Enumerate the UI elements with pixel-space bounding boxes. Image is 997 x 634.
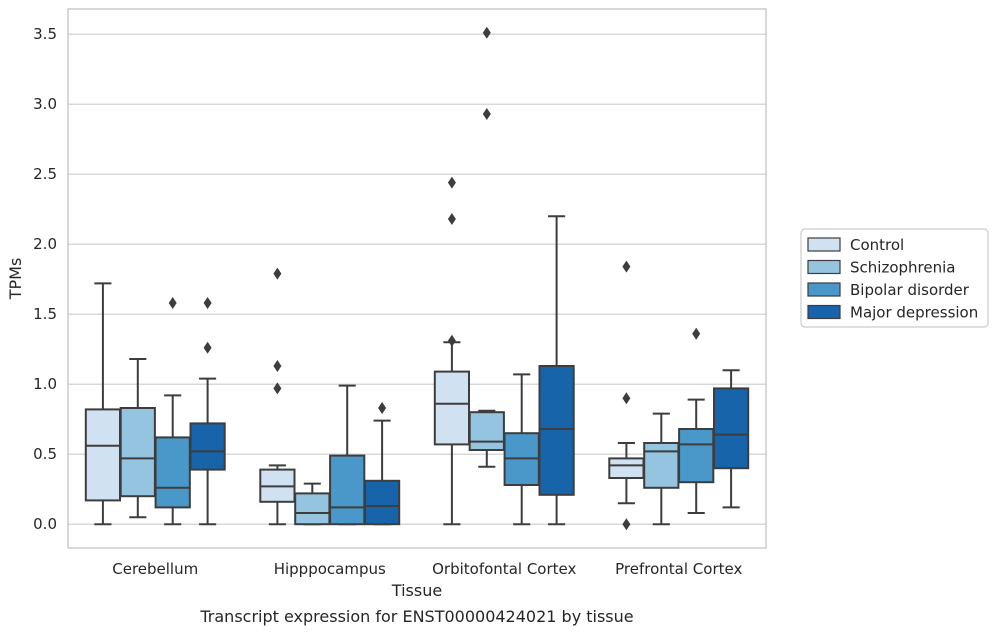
x-tick-label: Orbitofontal Cortex [432,560,576,578]
box-1-3 [363,402,401,526]
legend-swatch [807,304,841,320]
box-body [608,457,645,479]
plot-frame [67,8,767,549]
outlier-point [378,402,387,414]
box-body [468,411,505,452]
x-tick-label: Cerebellum [112,560,198,578]
box-body [119,407,156,498]
y-tick-labels: 0.0 0.5 1.0 1.5 2.0 2.5 3.0 3.5 [33,25,57,533]
outlier-point [273,382,282,395]
box-body [678,428,715,484]
box-body [712,387,750,470]
box-body [294,492,331,526]
box-2-3 [538,215,575,526]
y-tick-label: 3.5 [33,25,57,43]
box-0-2 [154,297,191,526]
box-1-1 [294,482,331,526]
chart-caption: Transcript expression for ENST0000042402… [199,607,633,626]
outlier-point [273,267,282,280]
legend-label: Major depression [850,304,978,322]
box-3-3 [712,369,750,509]
legend-swatch [807,237,841,252]
legend: Control Schizophrenia Bipolar disorder Majo… [800,228,989,328]
y-axis-label: TPMs [6,258,25,301]
x-tick-labels: Cerebellum Hipppocampus Orbitofontal Corte… [112,560,742,578]
outlier-point [622,518,631,531]
outlier-point [622,392,631,405]
box-body [154,436,191,509]
legend-label: Bipolar disorder [850,281,970,299]
box-body [329,454,366,526]
box-1-0 [259,267,296,526]
box-0-1 [119,358,156,519]
box-3-2 [678,327,715,514]
outlier-point [622,260,631,273]
legend-label: Schizophrenia [850,259,955,277]
box-2-0 [433,176,471,526]
box-2-1 [468,26,505,468]
box-groups [84,26,750,531]
box-body [538,365,575,496]
box-3-0 [608,260,645,531]
y-tick-label: 0.0 [33,515,57,533]
outlier-point [447,213,456,225]
box-0-3 [189,297,226,526]
box-body [433,370,471,446]
x-tick-label: Hipppocampus [274,560,386,578]
outlier-point [482,26,491,39]
outlier-point [203,341,212,354]
y-tick-label: 1.0 [33,375,57,393]
outlier-point [273,360,282,372]
y-tick-label: 2.0 [33,235,57,253]
y-tick-label: 3.0 [33,95,57,113]
box-2-2 [503,373,540,526]
box-1-2 [329,384,366,526]
x-tick-label: Prefrontal Cortex [615,560,742,578]
outlier-point [692,327,701,340]
outlier-point [203,297,212,309]
legend-swatch [807,259,841,275]
y-tick-label: 1.5 [33,305,57,323]
outlier-point [447,176,456,189]
box-0-0 [84,282,122,526]
outlier-point [168,297,177,309]
box-body [84,408,122,502]
outlier-point [482,108,491,120]
outlier-point [447,334,456,347]
legend-label: Control [850,236,904,254]
x-axis-label: Tissue [391,581,442,600]
box-body [189,422,226,471]
box-3-1 [643,412,680,526]
y-tick-label: 2.5 [33,165,57,183]
legend-swatch [807,282,841,297]
box-body [643,442,680,489]
legend-frame [800,228,989,328]
y-tick-label: 0.5 [33,445,57,463]
box-body [363,479,401,526]
